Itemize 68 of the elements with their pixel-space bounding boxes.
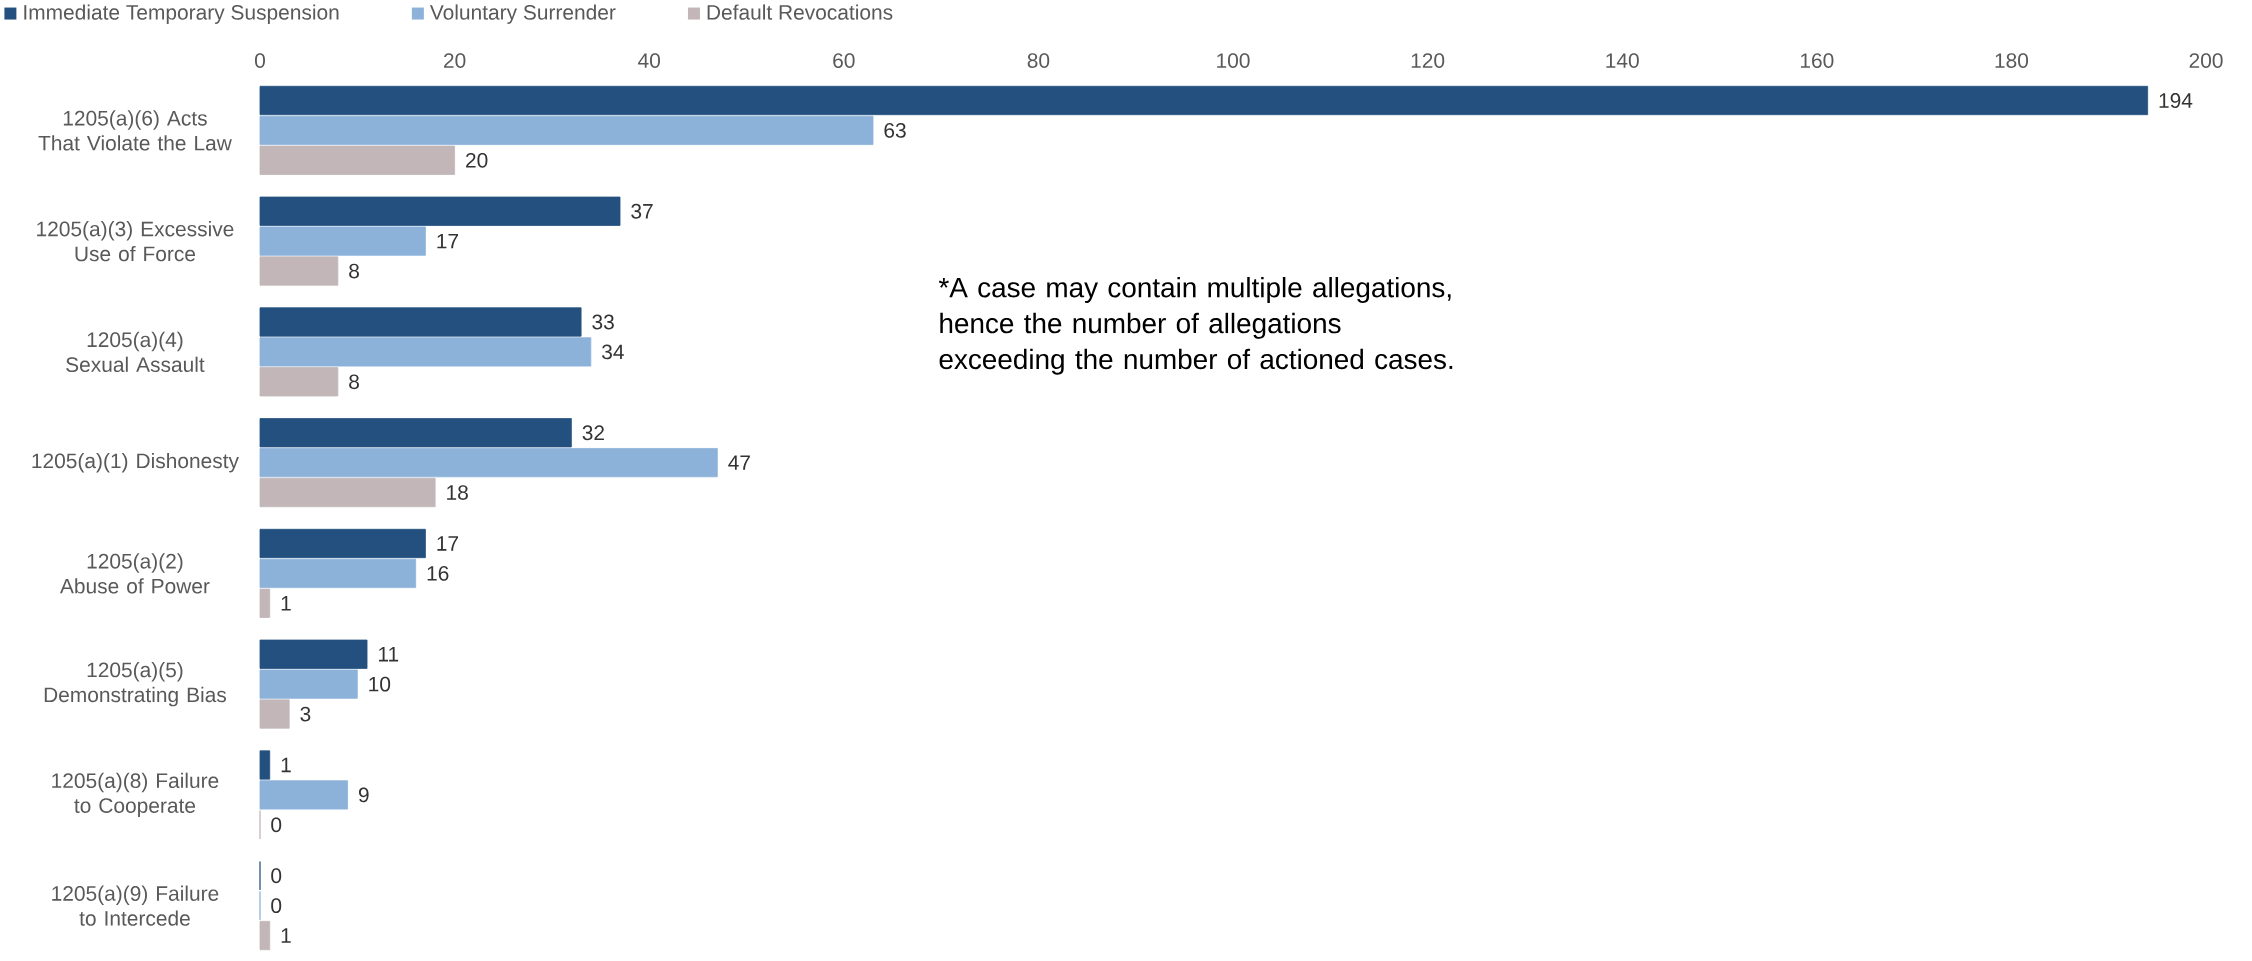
- bar: [259, 145, 455, 175]
- y-tick-label: 1205(a)(9) Failure to Intercede: [52, 885, 219, 926]
- data-label: 0: [271, 817, 282, 833]
- data-label: 47: [728, 455, 750, 470]
- data-label: 37: [631, 203, 653, 219]
- data-label: 17: [437, 536, 458, 551]
- bar: [259, 307, 582, 337]
- data-label: 194: [2159, 93, 2193, 108]
- annotation: *A case may contain multiple allegations, hence the number of allegations exceeding the number of actioned cases.: [938, 276, 1453, 375]
- x-tick-label: 200: [2189, 53, 2223, 68]
- x-tick-label: 140: [1606, 53, 1639, 68]
- data-label: 10: [369, 676, 391, 692]
- x-tick-label: 80: [1027, 53, 1050, 68]
- bar: [259, 418, 572, 448]
- bar: [259, 367, 339, 397]
- bar: [259, 639, 368, 669]
- data-label: 3: [300, 706, 311, 722]
- bar: [259, 448, 718, 478]
- bar: [259, 780, 348, 810]
- bar: [259, 477, 436, 508]
- data-label: 1: [281, 596, 291, 611]
- data-label: 1: [281, 757, 291, 773]
- bar: [259, 920, 271, 951]
- bar: [259, 226, 426, 256]
- bar: [259, 699, 290, 729]
- bar: [259, 196, 621, 226]
- data-label: 18: [447, 485, 468, 500]
- legend-label: Voluntary Surrender: [429, 4, 616, 24]
- data-label: 0: [271, 898, 282, 914]
- data-label: 1: [281, 928, 291, 943]
- data-label: 0: [271, 868, 282, 884]
- x-tick-label: 0: [254, 53, 265, 68]
- legend-label: Default Revocations: [707, 4, 893, 20]
- data-label: 8: [349, 263, 359, 279]
- data-label: 32: [582, 425, 604, 441]
- x-tick-label: 180: [1995, 53, 2029, 68]
- data-label: 11: [379, 647, 399, 662]
- data-label: 63: [884, 123, 906, 138]
- bar: [259, 337, 592, 367]
- data-label: 33: [592, 314, 614, 330]
- x-tick-label: 160: [1800, 53, 1834, 68]
- bar: [259, 558, 417, 588]
- bar: [259, 528, 426, 559]
- y-tick-label: 1205(a)(2) Abuse of Power: [59, 553, 210, 594]
- y-tick-label: 1205(a)(5) Demonstrating Bias: [44, 661, 227, 707]
- x-tick-label: 120: [1411, 53, 1445, 68]
- legend-label: Immediate Temporary Suspension: [24, 4, 339, 24]
- x-tick-label: 100: [1217, 53, 1250, 68]
- data-label: 34: [602, 344, 624, 360]
- data-label: 20: [466, 152, 488, 168]
- bar: [259, 588, 271, 618]
- data-label: 8: [349, 374, 359, 390]
- bar: [259, 669, 358, 699]
- y-tick-label: 1205(a)(8) Failure to Cooperate: [52, 772, 219, 818]
- bar: [259, 750, 271, 780]
- y-tick-label: 1205(a)(1) Dishonesty: [32, 452, 239, 473]
- bar: [259, 85, 2149, 116]
- y-tick-label: 1205(a)(4) Sexual Assault: [66, 331, 205, 373]
- data-label: 17: [437, 233, 458, 249]
- data-label: 16: [427, 566, 449, 581]
- x-tick-label: 20: [444, 53, 466, 68]
- y-tick-label: 1205(a)(3) Excessive Use of Force: [37, 221, 234, 262]
- y-tick-label: 1205(a)(6) Acts That Violate the Law: [38, 110, 232, 151]
- data-label: 9: [358, 787, 369, 803]
- bar: [259, 256, 339, 286]
- x-tick-label: 60: [833, 53, 855, 68]
- x-tick-label: 40: [638, 53, 661, 68]
- bar: [259, 115, 874, 145]
